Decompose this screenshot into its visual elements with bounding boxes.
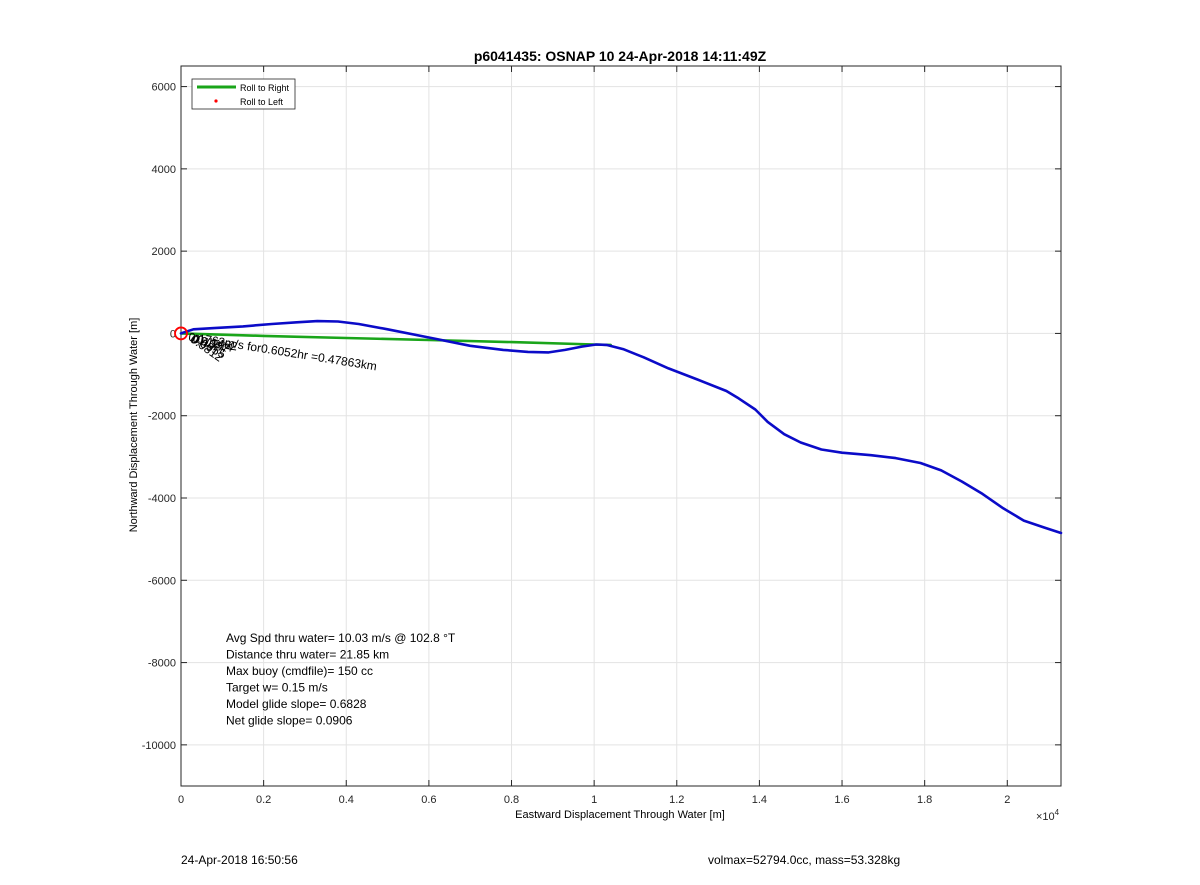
y-tick-label: -6000: [148, 575, 176, 587]
y-tick-label: 6000: [152, 82, 176, 94]
y-tick-label: -8000: [148, 658, 176, 670]
y-tick-label: -2000: [148, 411, 176, 423]
y-tick-label: 2000: [152, 246, 176, 258]
legend-label-roll-right: Roll to Right: [240, 83, 290, 93]
footer-timestamp: 24-Apr-2018 16:50:56: [181, 853, 298, 867]
series-line-0: [179, 319, 1063, 535]
y-tick-label: -10000: [142, 740, 176, 752]
svg-text:×104: ×104: [1036, 808, 1060, 823]
plot-frame: [180, 65, 1062, 787]
legend-swatch-roll-left: [214, 99, 218, 103]
x-tick-label: 0.8: [504, 794, 519, 806]
stats-line: Net glide slope= 0.0906: [226, 714, 353, 728]
stats-line: Target w= 0.15 m/s: [226, 681, 328, 695]
x-tick-label: 1.6: [834, 794, 849, 806]
legend-label-roll-left: Roll to Left: [240, 97, 284, 107]
annotation-1: 0.1462: [200, 334, 239, 354]
x-exponent: ×104: [1036, 808, 1060, 823]
stats-line: Model glide slope= 0.6828: [226, 697, 367, 711]
x-tick-label: 1.4: [752, 794, 767, 806]
footer-volmax-mass: volmax=52794.0cc, mass=53.328kg: [708, 853, 901, 867]
y-tick-label: 0: [170, 328, 176, 340]
legend-box: [191, 78, 296, 110]
x-tick-label: 2: [1004, 794, 1010, 806]
y-tick-label: 4000: [152, 164, 176, 176]
x-tick-label: 0.6: [421, 794, 436, 806]
stats-line: Avg Spd thru water= 10.03 m/s @ 102.8 °T: [226, 631, 456, 645]
x-tick-label: 1.8: [917, 794, 932, 806]
start-marker: [174, 326, 188, 341]
y-tick-label: -4000: [148, 493, 176, 505]
y-axis-label: Northward Displacement Through Water [m]: [128, 318, 140, 533]
x-tick-label: 0: [178, 794, 184, 806]
x-tick-label: 0.4: [339, 794, 354, 806]
stats-line: Distance thru water= 21.85 km: [226, 648, 389, 662]
legend: Roll to Right Roll to Left: [191, 78, 296, 110]
ticks: 0 0.2 0.4 0.6 0.8 1 1.2 1.4 1.6 1.8 2 6000 4000 2000 0…: [142, 66, 1061, 806]
stats-text: Avg Spd thru water= 10.03 m/s @ 102.8 °T…: [226, 631, 456, 728]
x-exponent-power: 4: [1055, 808, 1060, 817]
x-exponent-base: ×10: [1036, 811, 1055, 823]
grid: [180, 66, 1061, 786]
chart-title: p6041435: OSNAP 10 24-Apr-2018 14:11:49Z: [474, 48, 767, 64]
x-tick-label: 1.2: [669, 794, 684, 806]
stats-line: Max buoy (cmdfile)= 150 cc: [226, 664, 373, 678]
x-axis-label: Eastward Displacement Through Water [m]: [515, 809, 725, 821]
x-tick-label: 0.2: [256, 794, 271, 806]
x-tick-label: 1: [591, 794, 597, 806]
series-layer: [174, 319, 1063, 535]
